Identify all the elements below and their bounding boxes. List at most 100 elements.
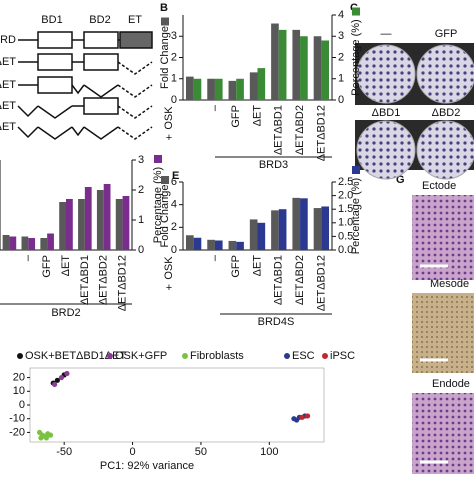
x-tick-label: ΔETΔBD2: [98, 255, 110, 305]
x-tick-label: GFP: [230, 105, 242, 128]
bar: [214, 78, 223, 100]
bar: [103, 184, 111, 250]
y-tick-label: 20: [13, 371, 25, 383]
legend-swatch: [161, 17, 169, 26]
bar: [66, 199, 73, 250]
point: [54, 377, 60, 383]
domain-label: ET: [128, 14, 142, 26]
panel-letter: G: [396, 174, 405, 186]
legend-swatch: [161, 176, 169, 184]
y-tick-label: 2: [171, 51, 177, 63]
y2-tick-label: 0: [338, 94, 344, 106]
bar: [2, 235, 10, 250]
group-label: BRD3: [259, 159, 288, 171]
constructs: [17, 31, 153, 140]
bar: [300, 36, 308, 100]
bar: [278, 29, 287, 100]
bar: [115, 199, 123, 250]
x-tick-label: 100: [260, 446, 278, 458]
row-label: ΔET: [0, 100, 16, 112]
bar: [321, 206, 330, 250]
bar: [96, 190, 104, 250]
y2-tick-label: 2: [338, 51, 344, 63]
bar: [271, 210, 279, 250]
y2-tick-label: 0.5: [338, 230, 353, 242]
x-tick-label: ΔETΔBD12: [116, 255, 128, 311]
bar: [236, 78, 244, 100]
point: [304, 413, 311, 419]
y2-tick-label: 0.0: [338, 244, 353, 256]
legend-label: iPSC: [330, 350, 355, 362]
legend-label: OSK+GFP: [115, 350, 167, 362]
x-tick-label: ΔETΔBD1: [273, 255, 285, 305]
point: [52, 381, 58, 388]
plate-label: ΔBD2: [432, 107, 461, 119]
bar: [40, 238, 48, 250]
x-tick-label: ΔETΔBD1: [79, 255, 91, 305]
domain-label: BD1: [41, 14, 62, 26]
x-tick-label: ΔETΔBD12: [315, 255, 327, 311]
x-tick-label: ΔETΔBD2: [294, 255, 306, 305]
bar: [249, 72, 258, 100]
y2-tick-label: 1: [138, 214, 144, 226]
row-label: ΔET: [0, 56, 16, 68]
row-sign: +: [166, 282, 172, 294]
bar: [193, 78, 202, 100]
y2-tick-label: 2: [138, 184, 144, 196]
point: [64, 370, 70, 377]
bar: [28, 238, 36, 250]
y-tick-label: 4: [171, 199, 177, 211]
y-tick-label: -20: [9, 426, 25, 438]
legend-marker: [322, 353, 328, 359]
plate: [356, 44, 416, 104]
panel-letter: B: [160, 2, 168, 14]
y-tick-label: 0: [171, 244, 177, 256]
x-tick-label: 0: [129, 446, 135, 458]
group-label: BRD4S: [258, 316, 295, 328]
y2-tick-label: 4: [338, 9, 344, 21]
x-tick-label: GFP: [41, 255, 53, 278]
tissue-label: Ectode: [422, 180, 456, 192]
bar: [228, 80, 237, 100]
plate-label: GFP: [435, 28, 458, 40]
bar: [313, 36, 322, 100]
legend-label: Percentage (%): [152, 167, 164, 243]
bar: [300, 198, 308, 250]
legend-swatch: [352, 7, 360, 16]
legend-swatch: [352, 166, 360, 174]
plate: [356, 120, 416, 180]
bar: [214, 240, 223, 250]
bar: [236, 241, 244, 250]
tissue-label: Endode: [432, 378, 470, 390]
row-label: BRD: [0, 34, 16, 46]
bar: [207, 239, 215, 250]
y2-tick-label: 3: [138, 154, 144, 166]
legend-marker: [107, 353, 113, 359]
x-tick-label: ΔET: [251, 105, 263, 127]
x-tick-label: ΔETΔBD12: [315, 105, 327, 161]
legend-marker: [182, 353, 188, 359]
plate: [416, 44, 474, 104]
bar: [313, 208, 322, 250]
y2-tick-label: 1.0: [338, 217, 353, 229]
x-tick-label: -50: [56, 446, 72, 458]
bar: [122, 196, 130, 250]
bar: [292, 29, 301, 100]
y2-tick-label: 1.5: [338, 203, 353, 215]
x-tick-label: –: [22, 254, 34, 261]
plates: — GFP ΔBD1 ΔBD2: [355, 28, 474, 180]
x-tick-label: ΔETΔBD2: [294, 105, 306, 155]
bar: [185, 235, 194, 250]
domain-diagram: BD1 BD2 ET BRD ΔET ΔET ΔET ΔET: [0, 14, 153, 140]
y-tick-label: 6: [171, 176, 177, 188]
histology: Ectode Mesode Endode: [412, 180, 474, 474]
panel-letter: E: [172, 170, 179, 182]
x-tick-label: GFP: [230, 255, 242, 278]
y-tick-label: 0: [19, 399, 25, 411]
bar: [321, 40, 330, 100]
y-tick-label: 0: [171, 94, 177, 106]
y-tick-label: 10: [13, 385, 25, 397]
bar: [78, 199, 85, 250]
legend-label: OSK+BETΔBD1ΔET: [25, 350, 126, 362]
